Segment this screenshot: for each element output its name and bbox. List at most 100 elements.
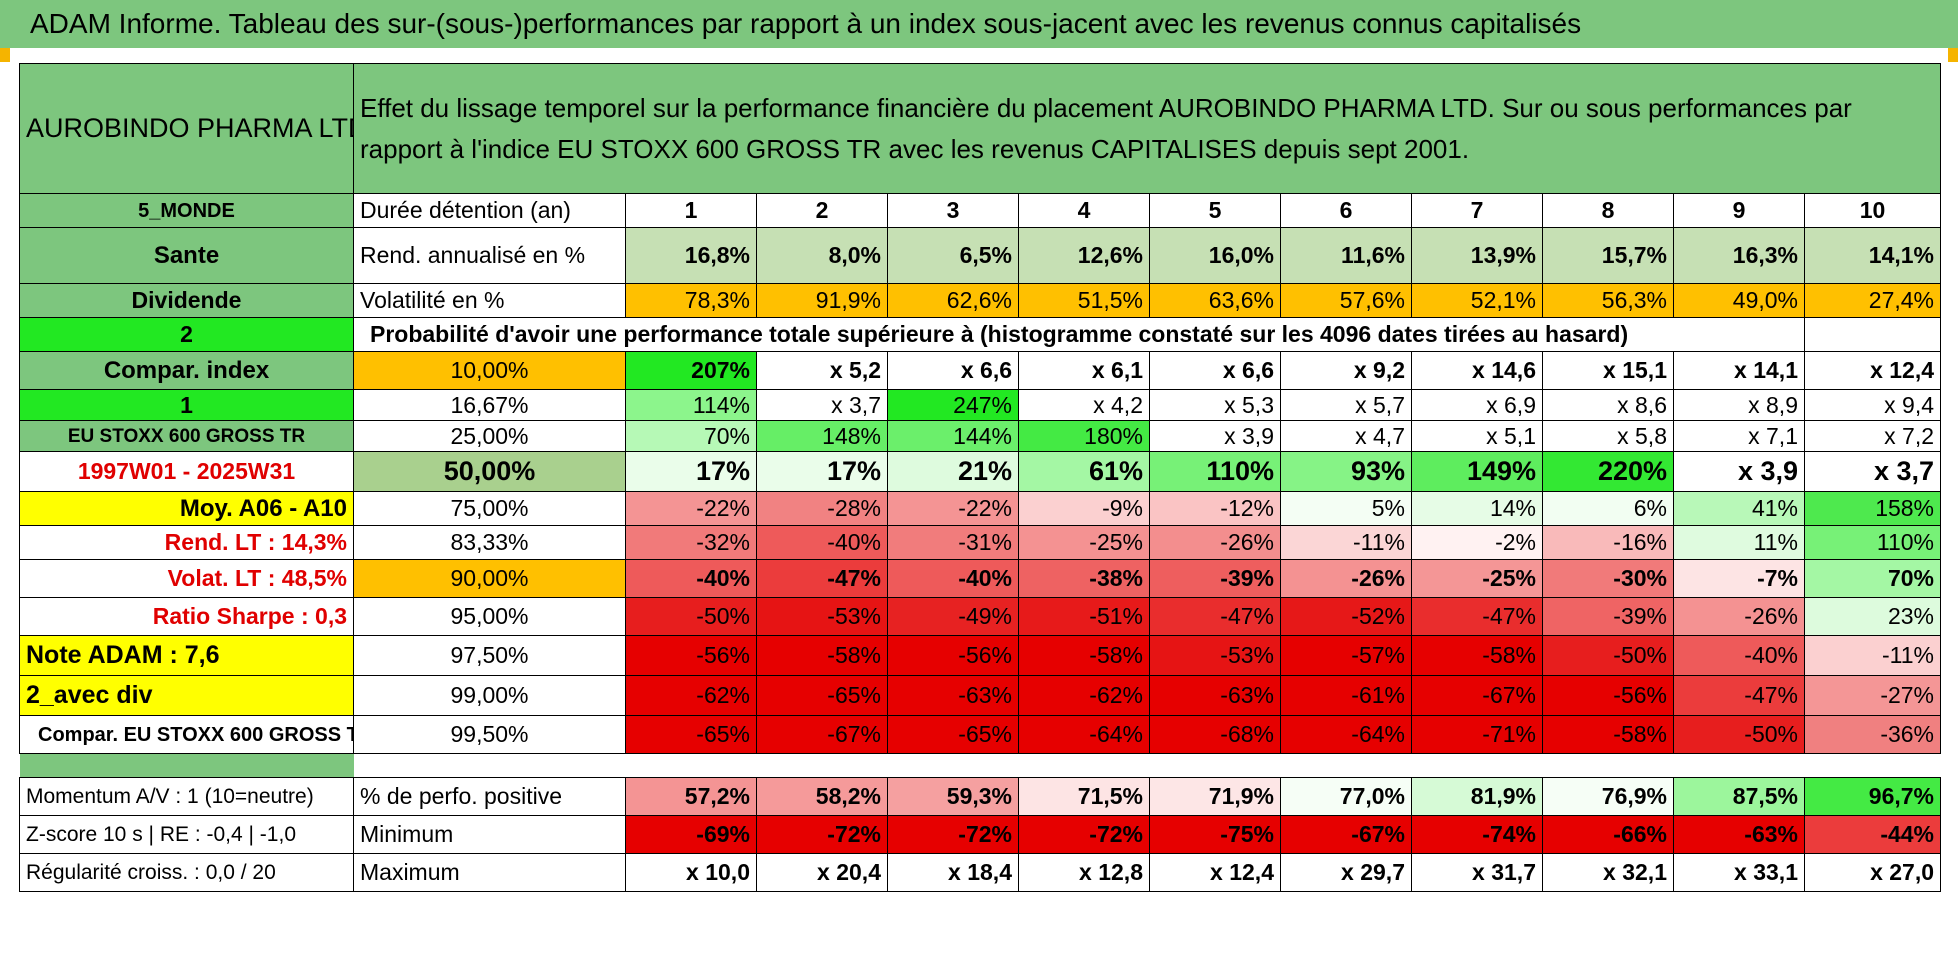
quantile-value-4: -58% [1018,635,1150,676]
quantile-value-6: -26% [1280,559,1412,598]
quantile-value-2: x 3,7 [756,389,888,421]
duree-label: Durée détention (an) [353,193,626,228]
year-header-10: 10 [1803,193,1942,228]
vol-value-1: 78,3% [625,283,757,318]
quantile-value-10: x 3,7 [1803,451,1942,492]
quantile-pct: 10,00% [353,351,626,390]
rend-value-2: 8,0% [756,227,888,284]
maximum-value-1: x 10,0 [625,853,757,892]
positive-value-8: 76,9% [1542,777,1674,816]
quantile-value-6: -57% [1280,635,1412,676]
report-title: ADAM Informe. Tableau des sur-(sous-)per… [0,0,1958,48]
maximum-value-4: x 12,8 [1018,853,1150,892]
quantile-value-2: -53% [756,597,888,636]
quantile-value-8: -50% [1542,635,1674,676]
rend-value-9: 16,3% [1673,227,1805,284]
quantile-value-7: -25% [1411,559,1543,598]
quantile-value-10: 158% [1803,491,1942,526]
minimum-value-5: -75% [1149,815,1281,854]
quantile-value-1: -56% [625,635,757,676]
quantile-value-1: 207% [625,351,757,390]
quantile-value-4: 61% [1018,451,1150,492]
maximum-label: Maximum [353,853,626,892]
quantile-value-6: 5% [1280,491,1412,526]
year-header-8: 8 [1542,193,1674,228]
quantile-value-7: -47% [1411,597,1543,636]
vol-label: Volatilité en % [353,283,626,318]
quantile-value-3: -56% [887,635,1019,676]
vol-value-6: 57,6% [1280,283,1412,318]
quantile-value-3: 144% [887,420,1019,452]
maximum-value-10: x 27,0 [1803,853,1942,892]
quantile-pct: 97,50% [353,635,626,676]
quantile-value-6: -61% [1280,675,1412,716]
quantile-value-10: 70% [1803,559,1942,598]
quantile-value-3: -31% [887,525,1019,560]
quantile-value-6: x 9,2 [1280,351,1412,390]
quantile-value-8: x 5,8 [1542,420,1674,452]
quantile-value-8: x 15,1 [1542,351,1674,390]
quantile-value-9: -47% [1673,675,1805,716]
quantile-value-10: -11% [1803,635,1942,676]
quantile-value-3: -40% [887,559,1019,598]
quantile-value-10: 23% [1803,597,1942,636]
quantile-value-2: -47% [756,559,888,598]
zscore-label: Z-score 10 s | RE : -0,4 | -1,0 [19,815,354,854]
rend-value-8: 15,7% [1542,227,1674,284]
quantile-value-3: 21% [887,451,1019,492]
minimum-value-3: -72% [887,815,1019,854]
sector-label: Sante [19,227,354,284]
quantile-pct: 83,33% [353,525,626,560]
quantile-value-10: x 12,4 [1803,351,1942,390]
rend-value-3: 6,5% [887,227,1019,284]
quantile-value-3: -22% [887,491,1019,526]
quantile-value-3: -65% [887,715,1019,754]
minimum-value-8: -66% [1542,815,1674,854]
positive-value-5: 71,9% [1149,777,1281,816]
quantile-value-10: x 9,4 [1803,389,1942,421]
quantile-pct: 99,00% [353,675,626,716]
maximum-value-7: x 31,7 [1411,853,1543,892]
maximum-value-5: x 12,4 [1149,853,1281,892]
volat-lt-label: Volat. LT : 48,5% [19,559,354,598]
rend-value-4: 12,6% [1018,227,1150,284]
vol-value-2: 91,9% [756,283,888,318]
quantile-pct: 16,67% [353,389,626,421]
minimum-value-2: -72% [756,815,888,854]
positive-value-7: 81,9% [1411,777,1543,816]
quantile-value-5: -53% [1149,635,1281,676]
quantile-value-6: -52% [1280,597,1412,636]
minimum-label: Minimum [353,815,626,854]
quantile-value-10: 110% [1803,525,1942,560]
quantile-value-7: x 14,6 [1411,351,1543,390]
quantile-value-5: -26% [1149,525,1281,560]
minimum-value-1: -69% [625,815,757,854]
rend-value-6: 11,6% [1280,227,1412,284]
quantile-value-9: x 7,1 [1673,420,1805,452]
maximum-value-2: x 20,4 [756,853,888,892]
quantile-value-3: -49% [887,597,1019,636]
quantile-value-10: x 7,2 [1803,420,1942,452]
momentum-label: Momentum A/V : 1 (10=neutre) [19,777,354,816]
vol-value-4: 51,5% [1018,283,1150,318]
year-header-9: 9 [1673,193,1805,228]
year-header-1: 1 [625,193,757,228]
year-header-5: 5 [1149,193,1281,228]
quantile-value-7: -2% [1411,525,1543,560]
quantile-value-9: x 8,9 [1673,389,1805,421]
rend-value-1: 16,8% [625,227,757,284]
quantile-value-4: x 4,2 [1018,389,1150,421]
index-name-label: EU STOXX 600 GROSS TR [19,420,354,452]
value-2-cell: 2 [19,317,354,352]
maximum-value-8: x 32,1 [1542,853,1674,892]
maximum-value-9: x 33,1 [1673,853,1805,892]
quantile-value-5: -12% [1149,491,1281,526]
quantile-value-7: 14% [1411,491,1543,526]
minimum-value-10: -44% [1803,815,1942,854]
quantile-value-5: -63% [1149,675,1281,716]
quantile-value-9: -50% [1673,715,1805,754]
period-label: 1997W01 - 2025W31 [19,451,354,492]
year-header-2: 2 [756,193,888,228]
maximum-value-6: x 29,7 [1280,853,1412,892]
quantile-value-6: 93% [1280,451,1412,492]
